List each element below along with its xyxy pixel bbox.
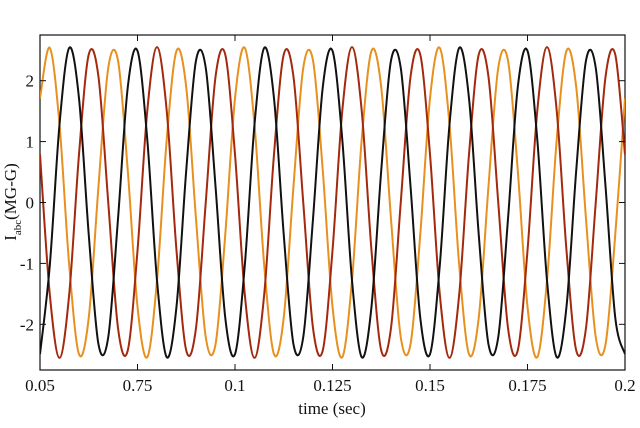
x-tick-label: 0.05: [25, 376, 55, 395]
y-label-sub: abc: [12, 220, 24, 235]
y-label-main: I: [1, 235, 20, 241]
y-axis-label: Iabc(MG-G): [1, 163, 24, 241]
y-label-rest: (MG-G): [1, 163, 20, 220]
y-tick-label: -1: [20, 254, 34, 273]
y-tick-label: -2: [20, 315, 34, 334]
x-axis-label: time (sec): [298, 399, 366, 418]
x-tick-label: 0.15: [415, 376, 445, 395]
x-tick-label: 0.175: [508, 376, 546, 395]
lines: [40, 46, 625, 359]
y-tick-label: 0: [26, 194, 35, 213]
x-tick-label: 0.2: [614, 376, 635, 395]
series-line: [40, 46, 625, 359]
series-line: [40, 46, 625, 359]
x-tick-label: 0.125: [313, 376, 351, 395]
y-tick-label: 1: [26, 133, 35, 152]
y-tick-label: 2: [26, 72, 35, 91]
x-tick-label: 0.1: [224, 376, 245, 395]
x-tick-label: 0.75: [123, 376, 153, 395]
series-line: [40, 46, 625, 359]
